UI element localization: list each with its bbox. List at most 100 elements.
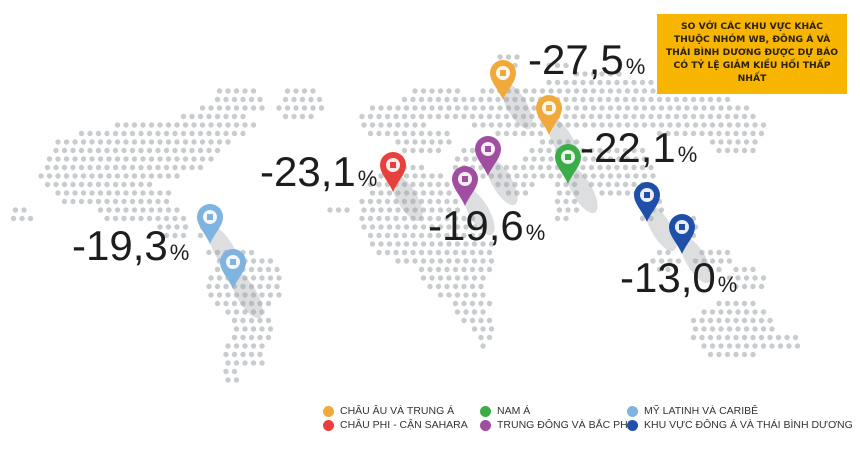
land-dot — [605, 147, 612, 154]
land-dot — [191, 156, 197, 162]
legend-swatch — [627, 405, 638, 417]
land-dot — [172, 130, 178, 137]
land-dot — [599, 88, 605, 94]
land-dot — [208, 122, 214, 128]
land-dot — [259, 343, 265, 349]
land-dot — [378, 173, 384, 179]
land-dot — [393, 215, 399, 222]
land-dot — [72, 156, 78, 162]
land-dot — [223, 351, 229, 358]
land-dot — [131, 122, 138, 128]
land-dot — [418, 113, 425, 120]
land-dot — [70, 164, 76, 171]
land-dot — [716, 266, 722, 273]
land-dot — [401, 249, 408, 256]
land-dot — [444, 181, 450, 188]
land-dot — [155, 215, 161, 222]
land-dot — [248, 351, 255, 358]
land-dot — [420, 105, 427, 111]
land-dot — [106, 139, 112, 145]
land-dot — [157, 190, 163, 196]
land-dot — [174, 173, 180, 179]
land-dot — [197, 113, 204, 120]
land-dot — [792, 334, 799, 341]
land-dot — [401, 181, 408, 188]
land-dot — [563, 62, 569, 69]
land-dot — [692, 326, 699, 332]
land-dot — [503, 181, 510, 188]
land-dot — [480, 258, 486, 264]
land-dot — [257, 300, 263, 307]
land-dot — [233, 122, 240, 128]
map-pin-icon — [197, 204, 223, 244]
land-dot — [707, 266, 714, 273]
land-dot — [259, 360, 265, 366]
land-dot — [223, 368, 229, 375]
land-dot — [437, 88, 444, 94]
land-dot — [293, 105, 299, 111]
land-dot — [571, 181, 578, 188]
land-dot — [401, 198, 408, 205]
land-dot — [384, 215, 391, 222]
land-dot — [157, 173, 163, 179]
land-dot — [376, 130, 382, 137]
land-dot — [250, 292, 257, 298]
land-dot — [452, 215, 459, 222]
land-dot — [174, 122, 180, 128]
land-dot — [497, 54, 503, 60]
land-dot — [148, 122, 155, 128]
land-dot — [531, 173, 537, 179]
land-dot — [648, 96, 654, 103]
land-dot — [429, 275, 435, 281]
land-dot — [80, 173, 87, 179]
land-dot — [624, 173, 631, 179]
land-dot — [573, 122, 580, 128]
land-dot — [427, 181, 433, 188]
land-dot — [716, 249, 722, 256]
land-dot — [741, 266, 748, 273]
land-dot — [21, 207, 27, 213]
land-dot — [616, 173, 622, 179]
land-dot — [701, 258, 707, 264]
land-dot — [505, 105, 512, 111]
land-dot — [750, 351, 756, 358]
land-dot — [63, 139, 70, 145]
land-dot — [274, 266, 280, 273]
land-dot — [767, 317, 773, 324]
land-dot — [716, 334, 722, 341]
land-dot — [376, 249, 382, 256]
land-dot — [486, 266, 493, 273]
land-dot — [665, 96, 671, 103]
land-dot — [650, 105, 656, 111]
land-dot — [709, 105, 716, 111]
land-dot — [486, 113, 493, 120]
map-pin-icon — [555, 144, 581, 184]
land-dot — [554, 181, 561, 188]
land-dot — [699, 317, 705, 324]
land-dot — [580, 96, 586, 103]
land-dot — [367, 113, 374, 120]
land-dot — [148, 139, 155, 145]
land-dot — [452, 164, 459, 171]
land-dot — [174, 207, 180, 213]
land-dot — [454, 88, 461, 94]
land-dot — [95, 164, 102, 171]
land-dot — [580, 164, 586, 171]
land-dot — [750, 130, 756, 137]
land-dot — [656, 249, 663, 256]
land-dot — [724, 317, 731, 324]
land-dot — [242, 105, 248, 111]
legend-label: CHÂU PHI - CẬN SAHARA — [340, 419, 468, 431]
land-dot — [590, 71, 597, 77]
land-dot — [257, 96, 263, 103]
land-dot — [622, 147, 629, 154]
land-dot — [172, 147, 178, 154]
land-dot — [446, 105, 452, 111]
land-dot — [189, 130, 195, 137]
land-dot — [469, 300, 476, 307]
land-dot — [741, 130, 748, 137]
land-dot — [607, 105, 614, 111]
land-dot — [435, 266, 442, 273]
legend-swatch — [323, 419, 334, 431]
land-dot — [165, 173, 172, 179]
